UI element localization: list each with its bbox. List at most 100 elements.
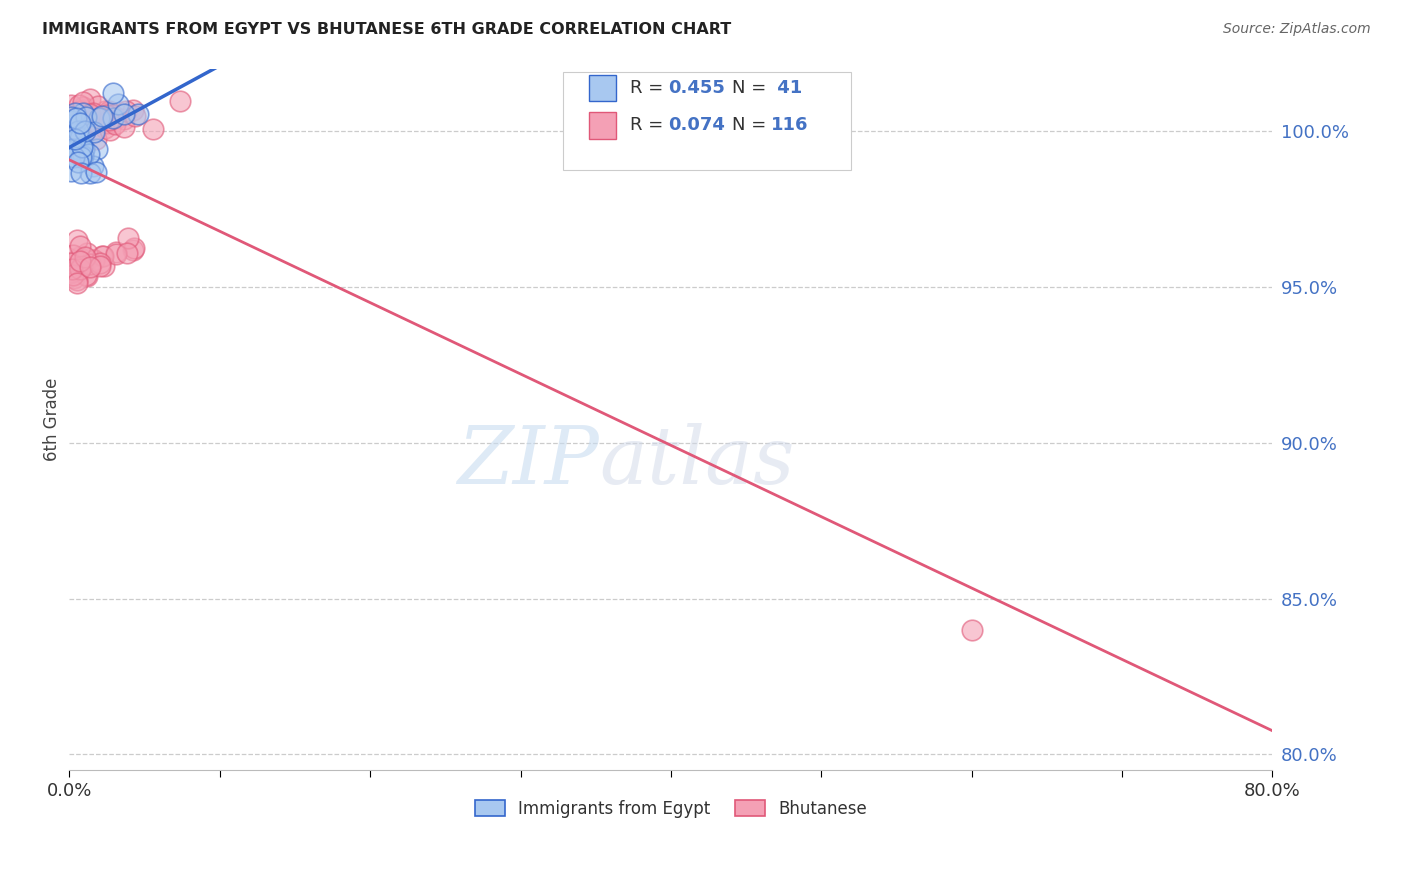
Text: Source: ZipAtlas.com: Source: ZipAtlas.com: [1223, 22, 1371, 37]
Point: [63, 106, 86, 120]
Point: [77, 106, 100, 120]
Point: [75, 109, 97, 123]
Point: [59, 113, 82, 128]
Point: [89, 256, 111, 270]
Point: [62, 248, 84, 262]
Point: [79, 114, 101, 128]
Point: [83, 125, 105, 139]
Point: [83, 253, 105, 268]
Point: [72, 105, 94, 120]
Point: [59, 265, 82, 279]
Point: [65, 131, 87, 145]
FancyBboxPatch shape: [589, 112, 616, 138]
Point: [75, 250, 97, 264]
Point: [63, 125, 86, 139]
Point: [83, 252, 105, 267]
Point: [62, 121, 84, 136]
Point: [93, 259, 115, 273]
Point: [70, 124, 93, 138]
Point: [62, 107, 84, 121]
Point: [87, 114, 110, 128]
Point: [96, 106, 118, 120]
Point: [69, 261, 91, 276]
Point: [79, 107, 101, 121]
Point: [79, 260, 101, 274]
Point: [67, 98, 90, 112]
Point: [94, 121, 117, 136]
Point: [122, 103, 145, 117]
Point: [66, 233, 89, 247]
Point: [59, 118, 82, 132]
Point: [59, 164, 82, 178]
Point: [115, 104, 138, 119]
Point: [59, 114, 82, 128]
Point: [70, 148, 93, 162]
Point: [142, 121, 165, 136]
Point: [66, 115, 89, 129]
Point: [67, 250, 90, 264]
Point: [98, 113, 121, 128]
Point: [70, 139, 93, 153]
Point: [72, 95, 94, 109]
Text: 0.074: 0.074: [669, 116, 725, 135]
Point: [79, 166, 101, 180]
Point: [90, 111, 112, 125]
Point: [96, 116, 118, 130]
Point: [76, 246, 98, 260]
Text: N =: N =: [733, 116, 772, 135]
Point: [63, 143, 86, 157]
Point: [63, 128, 86, 142]
Point: [96, 108, 118, 122]
Point: [59, 120, 82, 134]
Point: [69, 144, 91, 158]
Point: [124, 109, 146, 123]
Point: [105, 244, 128, 259]
Point: [59, 128, 82, 142]
Text: R =: R =: [630, 79, 669, 97]
Y-axis label: 6th Grade: 6th Grade: [44, 377, 60, 461]
Point: [60, 120, 83, 134]
Point: [94, 103, 117, 118]
Point: [59, 98, 82, 112]
Point: [70, 115, 93, 129]
Point: [169, 95, 191, 109]
Point: [66, 154, 89, 169]
Point: [87, 111, 110, 125]
Point: [66, 116, 89, 130]
Point: [104, 247, 127, 261]
Point: [62, 109, 84, 123]
Point: [67, 130, 90, 145]
Point: [60, 109, 83, 123]
Text: 0.455: 0.455: [669, 79, 725, 97]
Text: R =: R =: [630, 116, 669, 135]
Point: [65, 112, 87, 126]
Point: [65, 112, 87, 126]
Point: [112, 107, 135, 121]
Point: [84, 165, 107, 179]
Point: [59, 113, 82, 128]
Point: [103, 108, 125, 122]
Point: [59, 124, 82, 138]
Point: [69, 239, 91, 253]
Point: [91, 109, 114, 123]
Point: [66, 112, 89, 127]
Point: [117, 231, 139, 245]
Point: [62, 113, 84, 128]
Point: [72, 103, 94, 118]
Point: [62, 255, 84, 269]
Point: [73, 124, 96, 138]
Point: [63, 125, 86, 139]
Point: [59, 256, 82, 270]
Point: [89, 259, 111, 273]
Text: ZIP: ZIP: [457, 423, 599, 500]
FancyBboxPatch shape: [589, 75, 616, 102]
Point: [60, 262, 83, 277]
Point: [100, 112, 122, 126]
Point: [121, 244, 143, 258]
Point: [82, 159, 104, 173]
Point: [72, 149, 94, 163]
Point: [62, 150, 84, 164]
Point: [101, 112, 124, 126]
Point: [69, 130, 91, 145]
Point: [65, 133, 87, 147]
